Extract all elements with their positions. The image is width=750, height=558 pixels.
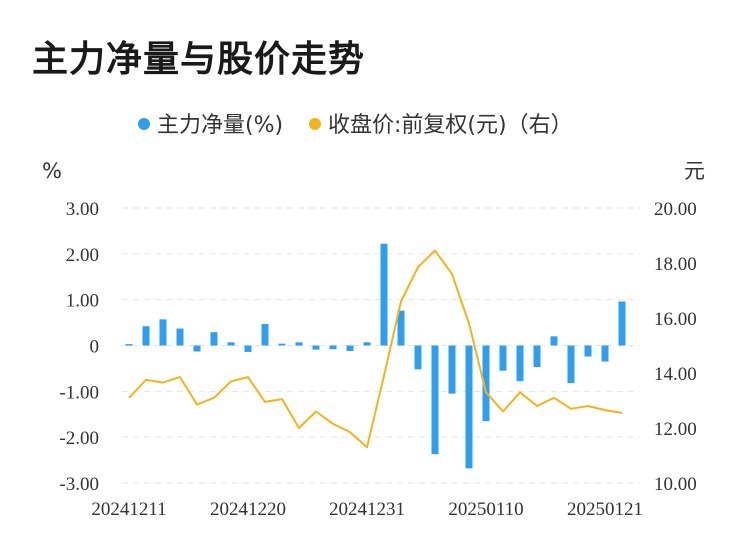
net-volume-bar — [465, 345, 473, 469]
legend-label-net-volume: 主力净量(%) — [157, 113, 283, 138]
net-volume-bar — [567, 345, 575, 384]
net-volume-bar — [159, 319, 167, 346]
net-volume-bar — [363, 342, 371, 346]
y-left-ticks: 3.00 2.00 1.00 0 -1.00 -2.00 -3.00 — [59, 199, 99, 495]
net-volume-bar — [397, 310, 405, 346]
net-volume-bar — [618, 301, 626, 346]
y-right-tick-label: 10.00 — [654, 474, 697, 495]
y-right-tick-label: 14.00 — [654, 364, 697, 385]
net-volume-bar — [533, 345, 541, 368]
x-tick-label: 20241211 — [91, 499, 166, 520]
x-tick-label: 20241231 — [329, 499, 405, 520]
net-volume-bar — [601, 345, 609, 362]
net-volume-bar — [261, 323, 269, 346]
y-right-tick-label: 20.00 — [654, 199, 697, 220]
x-ticks: 20241211 20241220 20241231 20250110 20250121 — [91, 499, 643, 520]
net-volume-bar — [448, 345, 456, 394]
close-price-line — [128, 249, 623, 449]
net-volume-bar — [346, 345, 354, 351]
net-volume-bar — [499, 345, 507, 371]
net-volume-bar — [295, 342, 303, 346]
net-volume-bar — [278, 343, 286, 346]
y-left-tick-label: -2.00 — [59, 428, 99, 449]
net-volume-bar — [210, 332, 218, 346]
y-right-tick-label: 12.00 — [654, 419, 697, 440]
y-right-unit: 元 — [684, 159, 705, 183]
close-price-polyline — [128, 249, 623, 449]
y-left-tick-label: -1.00 — [59, 382, 99, 403]
net-volume-bar — [125, 344, 133, 346]
y-right-tick-label: 18.00 — [654, 254, 697, 275]
net-volume-bar — [584, 345, 592, 357]
net-volume-bar — [227, 342, 235, 346]
y-right-tick-label: 16.00 — [654, 309, 697, 330]
chart-title: 主力净量与股价走势 — [32, 39, 366, 80]
net-volume-bar — [244, 345, 252, 352]
net-volume-bar — [176, 328, 184, 346]
net-volume-bar — [414, 345, 422, 370]
net-volume-bar — [312, 345, 320, 350]
legend: 主力净量(%) 收盘价:前复权(元)（右） — [138, 113, 573, 138]
net-volume-bar — [380, 243, 388, 346]
net-volume-bar — [516, 345, 524, 382]
net-volume-bar — [550, 336, 558, 346]
x-tick-label: 20250110 — [448, 499, 523, 520]
x-tick-label: 20241220 — [210, 499, 286, 520]
y-left-tick-label: 2.00 — [66, 245, 99, 266]
net-volume-bar — [431, 345, 439, 455]
y-right-ticks: 20.00 18.00 16.00 14.00 12.00 10.00 — [654, 199, 697, 495]
y-left-tick-label: 1.00 — [66, 291, 99, 312]
y-left-unit: % — [42, 159, 62, 183]
y-left-tick-label: -3.00 — [59, 474, 99, 495]
y-left-tick-label: 3.00 — [66, 199, 99, 220]
x-tick-label: 20250121 — [567, 499, 643, 520]
y-left-tick-label: 0 — [90, 337, 100, 358]
legend-marker-net-volume — [138, 118, 150, 130]
net-volume-bar — [482, 345, 490, 422]
net-volume-bar — [193, 345, 201, 352]
net-volume-bar — [329, 345, 337, 350]
net-volume-bar — [142, 326, 150, 346]
legend-label-close-price: 收盘价:前复权(元)（右） — [328, 113, 573, 138]
legend-marker-close-price — [309, 118, 321, 130]
net-volume-bars — [125, 243, 626, 469]
